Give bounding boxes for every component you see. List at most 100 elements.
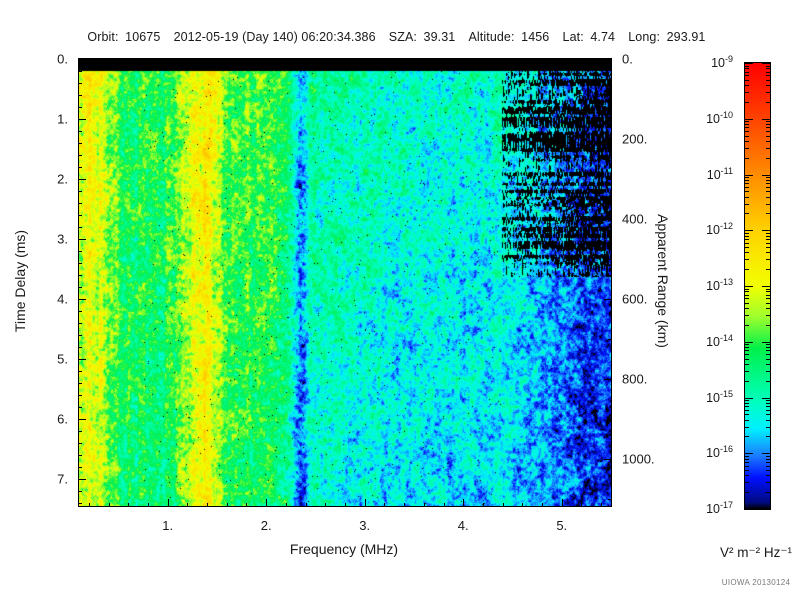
colorbar-tick-minor-right [766,135,771,137]
colorbar-tick-minor-right [766,470,771,472]
colorbar-tick-minor-left [744,131,749,133]
colorbar-tick-minor-left [744,252,749,254]
y-tick-major-right [604,459,612,461]
colorbar-tick-minor-right [766,426,771,428]
colorbar-label-mantissa: 10 [706,502,720,516]
colorbar-tick-minor-right [766,315,771,317]
y-tick-major-right [604,219,612,221]
header-field-value: 10675 [125,30,161,44]
x-tick-minor [443,503,445,507]
colorbar-tick-minor-right [766,75,771,77]
colorbar-tick-minor-left [744,294,749,296]
colorbar-tick-major-left [744,230,753,232]
colorbar-tick-minor-right [766,414,771,416]
x-tick-major-top [364,58,366,66]
colorbar-tick-major-right [762,286,771,287]
x-tick-major [561,499,563,507]
x-tick-minor-top [345,58,346,62]
colorbar-tick-minor-right [766,232,771,234]
x-tick-major [266,499,268,507]
y-tick-minor-left [78,455,82,456]
header-field: Orbit: 10675 [87,30,160,44]
colorbar-tick-minor-left [744,71,749,73]
header-metadata-line: Orbit: 10675 2012-05-19 (Day 140) 06:20:… [0,30,800,44]
y-axis-title-left: Time Delay (ms) [12,229,28,333]
y-tick-minor-left [78,143,82,144]
y-tick-major-left [78,299,86,300]
x-tick-minor-top [108,58,110,62]
x-tick-minor [88,503,90,507]
colorbar-tick-minor-right [766,370,771,372]
x-tick-major-top [463,58,465,66]
y-tick-major-left [78,59,86,60]
colorbar-tick-minor-left [744,465,749,467]
y-tick-major-left [78,479,86,480]
colorbar-tick-minor-right [766,213,771,215]
colorbar-label-mantissa: 10 [706,446,720,461]
colorbar-tick-major-right [762,341,771,343]
colorbar-tick-label: 10-13 [706,276,733,293]
colorbar-tick-minor-left [744,196,749,198]
colorbar-tick-minor-right [766,124,771,126]
x-tick-minor-top [522,58,524,62]
x-tick-minor [581,503,583,507]
x-tick-minor-top [285,58,287,62]
y-tick-minor-left [78,371,82,372]
colorbar-label-exponent: -13 [719,276,733,287]
y-tick-minor-right [608,339,612,341]
colorbar-tick-minor-right [766,177,771,179]
y-tick-minor-left [78,191,82,192]
colorbar-tick-minor-right [766,465,771,467]
colorbar-tick-minor-left [744,259,749,261]
colorbar-tick-minor-right [766,269,771,271]
colorbar-tick-minor-left [744,85,749,87]
colorbar-tick-minor-left [744,238,749,240]
colorbar-tick-minor-right [766,409,771,411]
x-tick-minor-top [384,58,386,62]
x-tick-minor-top [404,58,406,62]
colorbar-tick-major-right [762,453,771,455]
colorbar-tick-minor-left [744,135,749,137]
x-tick-minor-top [601,58,603,62]
x-tick-minor [502,503,504,507]
colorbar-tick-label: 10-14 [706,333,733,349]
colorbar-tick-minor-right [766,358,771,360]
y-tick-minor-left [78,203,82,204]
x-tick-minor [345,503,346,507]
header-field-value: 2012-05-19 (Day 140) 06:20:34.386 [173,30,376,44]
colorbar-tick-minor-left [744,315,749,317]
y-tick-major-left [78,239,86,240]
colorbar-tick-minor-right [766,380,771,382]
colorbar-units-label: V² m⁻² Hz⁻¹ [720,545,792,560]
colorbar-tick-minor-left [744,291,749,293]
colorbar-tick-major-left [744,509,753,510]
header-field: Lat: 4.74 [563,30,616,44]
colorbar-tick-minor-right [766,482,771,484]
colorbar-tick-minor-left [744,68,749,70]
x-tick-major [364,499,366,507]
colorbar-tick-minor-right [766,458,771,460]
y-tick-minor-left [78,287,82,288]
colorbar-tick-minor-left [744,179,749,181]
colorbar-tick-major-left [744,341,753,343]
colorbar-label-mantissa: 10 [706,167,721,182]
colorbar-tick-minor-left [744,400,749,402]
colorbar-tick-minor-left [744,354,749,356]
colorbar-tick-major-right [762,230,771,232]
x-tick-minor-top [246,58,248,62]
x-tick-minor [482,503,484,507]
x-tick-minor-top [423,58,425,62]
x-tick-minor-top [542,58,544,62]
y-tick-label-left: 6. [57,411,68,427]
x-tick-minor [226,503,228,507]
y-tick-major-left [78,359,86,360]
colorbar-tick-minor-left [744,344,749,346]
colorbar-tick-minor-left [744,121,749,123]
x-tick-label: 3. [359,518,371,533]
colorbar-tick-minor-left [744,183,749,185]
colorbar-tick-label: 10-15 [706,389,733,405]
colorbar-tick-major-left [744,286,753,287]
colorbar-tick-minor-left [744,75,749,77]
y-tick-minor-left [78,335,82,336]
colorbar-tick-minor-right [766,324,771,326]
